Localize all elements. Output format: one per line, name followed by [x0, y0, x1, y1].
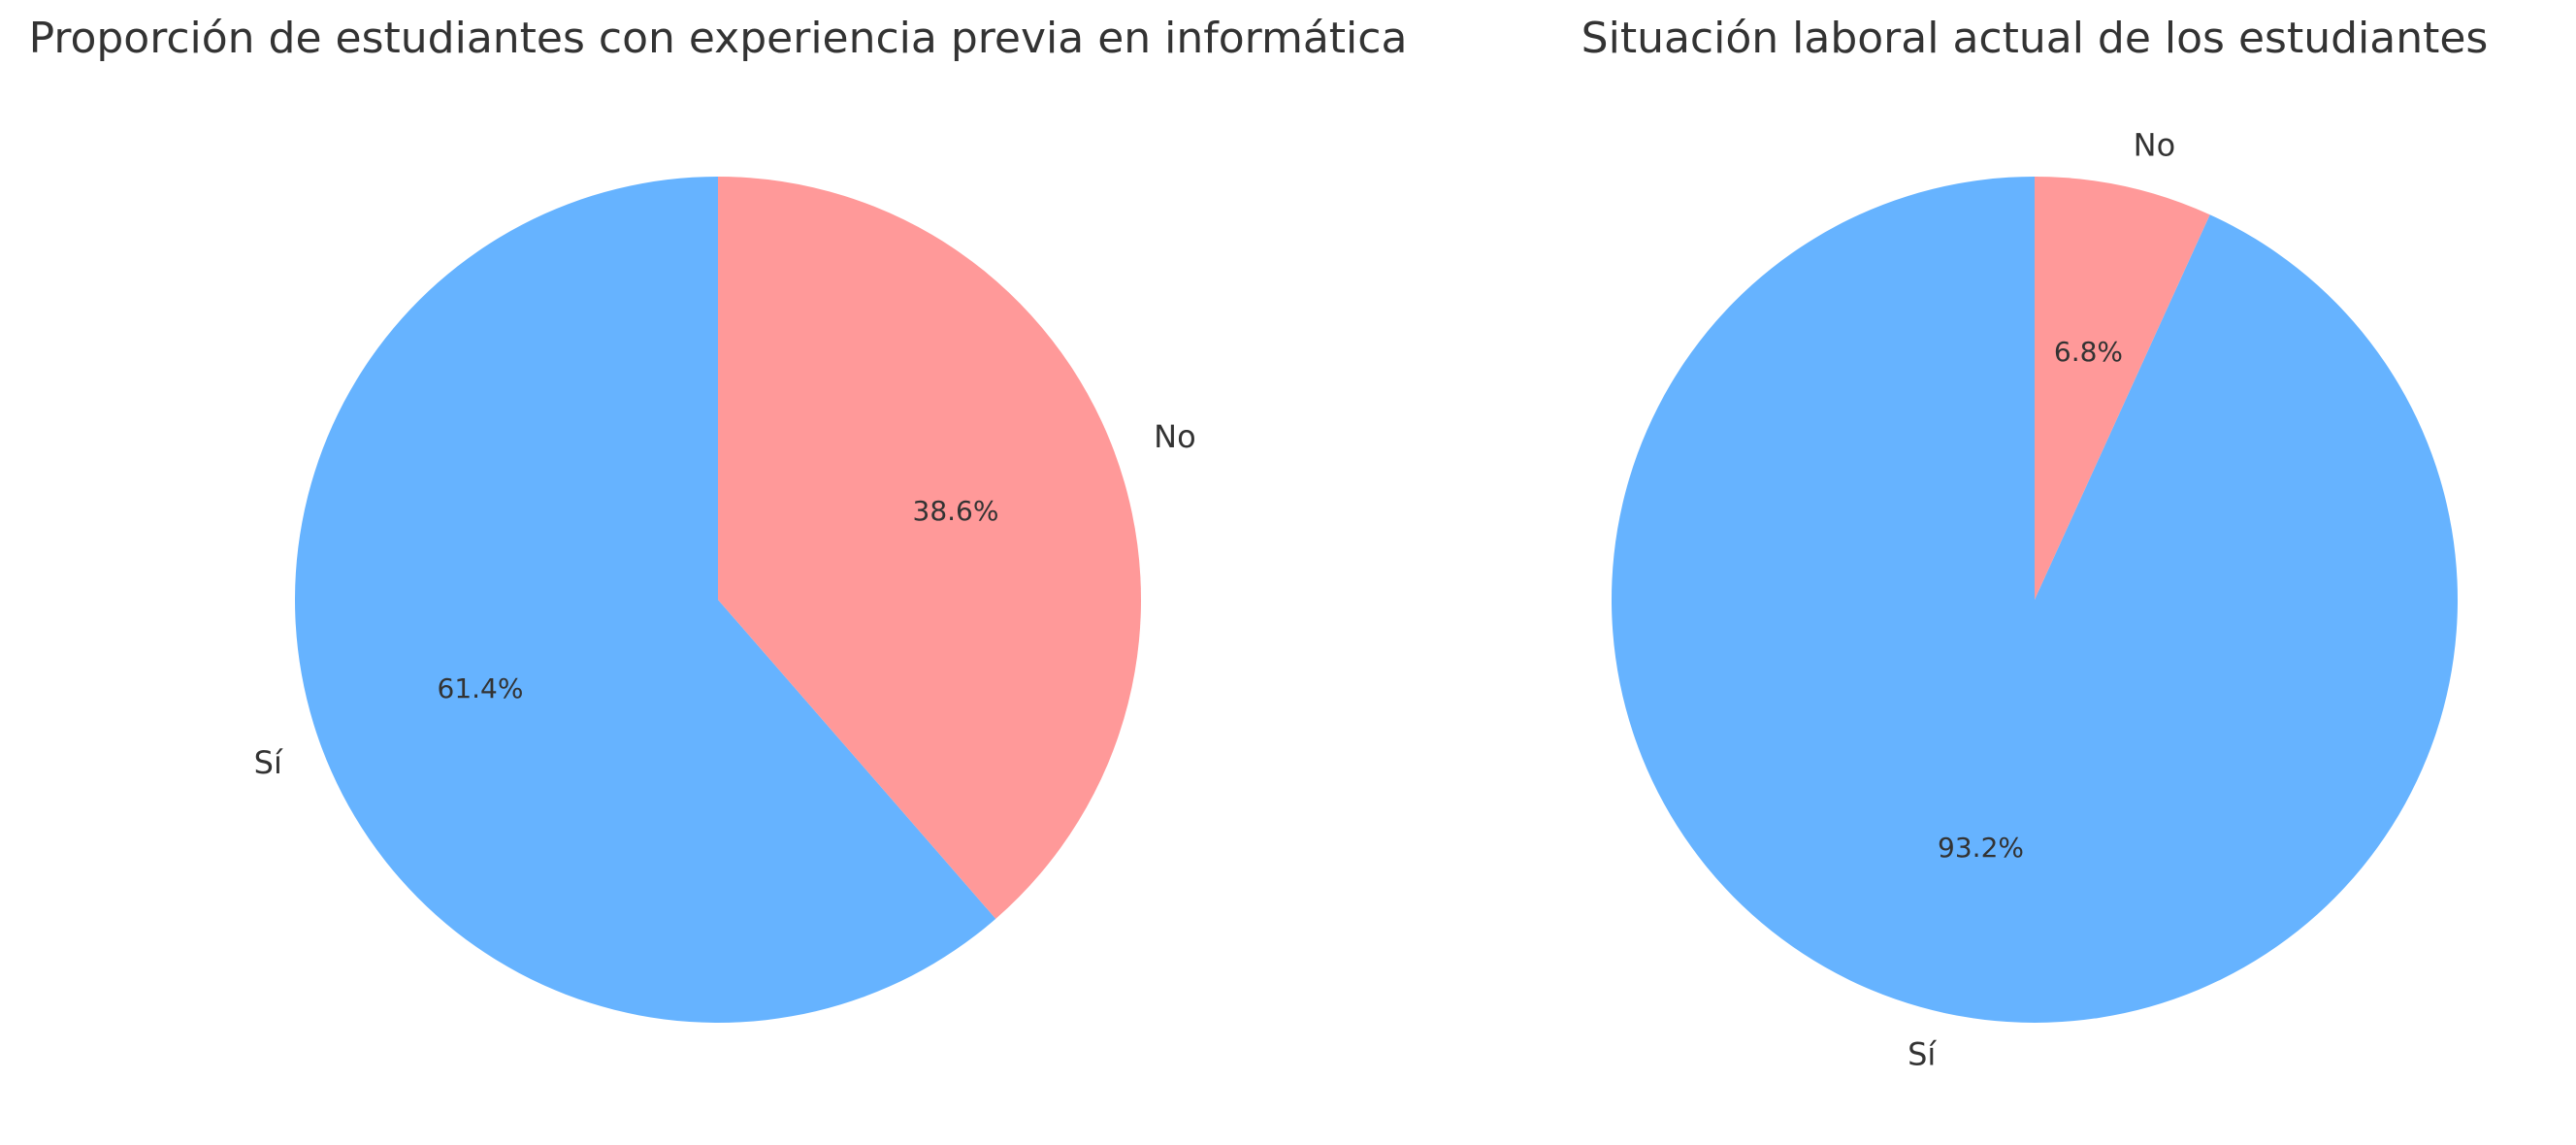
- chart-title-experiencia-previa: Proporción de estudiantes con experienci…: [29, 14, 1408, 63]
- pie-slice-experiencia-previa-si: [294, 177, 996, 1023]
- pie-slices-situacion-laboral: [1611, 177, 2458, 1023]
- pie-slice-experiencia-previa-no: [718, 177, 1141, 919]
- slice-label-experiencia-previa-si: Sí: [254, 744, 283, 781]
- slice-label-situacion-laboral-no: No: [2134, 126, 2176, 163]
- pie-chart-experiencia-previa: Proporción de estudiantes con experienci…: [29, 14, 1408, 1023]
- pie-slices-experiencia-previa: [294, 177, 1141, 1023]
- pie-chart-situacion-laboral: Situación laboral actual de los estudian…: [1581, 14, 2489, 1073]
- chart-title-situacion-laboral: Situación laboral actual de los estudian…: [1581, 14, 2489, 63]
- pct-label-situacion-laboral-no: 6.8%: [2054, 336, 2123, 368]
- pct-label-experiencia-previa-no: 38.6%: [913, 495, 999, 527]
- pie-slice-situacion-laboral-si: [1611, 177, 2458, 1023]
- pie-labels-situacion-laboral: Sí 93.2% No 6.8%: [1908, 126, 2175, 1072]
- pct-label-situacion-laboral-si: 93.2%: [1938, 832, 2024, 864]
- pie-slice-situacion-laboral-no: [2035, 177, 2210, 600]
- pie-labels-experiencia-previa: Sí 61.4% No 38.6%: [254, 418, 1196, 781]
- slice-label-experiencia-previa-no: No: [1154, 418, 1196, 455]
- slice-label-situacion-laboral-si: Sí: [1908, 1036, 1937, 1073]
- pct-label-experiencia-previa-si: 61.4%: [438, 672, 524, 704]
